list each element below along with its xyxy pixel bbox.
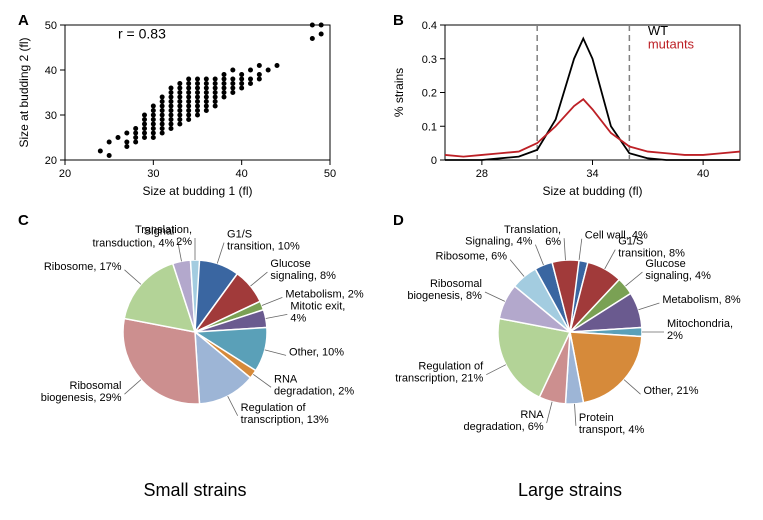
svg-text:20: 20 (45, 155, 57, 167)
svg-text:% strains: % strains (392, 68, 406, 117)
svg-text:RNAdegradation, 2%: RNAdegradation, 2% (274, 373, 354, 397)
svg-text:40: 40 (45, 65, 57, 77)
svg-text:Size at budding (fl): Size at budding (fl) (542, 184, 642, 198)
svg-text:Proteintransport, 4%: Proteintransport, 4% (579, 412, 645, 436)
svg-text:Ribosome, 17%: Ribosome, 17% (44, 261, 122, 273)
svg-text:Ribosomalbiogenesis, 29%: Ribosomalbiogenesis, 29% (41, 380, 122, 404)
svg-text:20: 20 (59, 168, 71, 180)
svg-text:G1/Stransition, 10%: G1/Stransition, 10% (227, 229, 300, 253)
pie-chart-large: Cell wall, 4%G1/Stransition, 8%Glucosesi… (385, 210, 755, 470)
svg-text:0: 0 (431, 155, 437, 167)
svg-text:50: 50 (45, 20, 57, 32)
svg-text:RNAdegradation, 6%: RNAdegradation, 6% (463, 409, 544, 433)
svg-text:Ribosomalbiogenesis, 8%: Ribosomalbiogenesis, 8% (407, 278, 482, 302)
line-chart: 28 34 40 0 0.1 0.2 0.3 0.4 Size at budding (fl)%… (385, 10, 755, 200)
svg-text:G1/Stransition, 8%: G1/Stransition, 8% (618, 236, 685, 260)
svg-text:Ribosome, 6%: Ribosome, 6% (436, 251, 508, 263)
svg-text:0.1: 0.1 (422, 121, 437, 133)
svg-text:30: 30 (147, 168, 159, 180)
pie-chart-small: G1/Stransition, 10% Glucosesignaling, 8% M… (10, 210, 380, 470)
figure: A 20 30 40 50 20 30 40 50 Size at budding 1 (fl)… (10, 10, 753, 506)
svg-text:Glucosesignaling, 8%: Glucosesignaling, 8% (270, 258, 336, 282)
panel-b: B 28 34 40 0 0.1 0.2 0.3 0.4 Size at budding (fl… (385, 10, 755, 205)
svg-text:Metabolism, 2%: Metabolism, 2% (285, 288, 363, 300)
svg-text:Other, 10%: Other, 10% (289, 346, 344, 358)
svg-text:r = 0.83: r = 0.83 (118, 26, 166, 42)
svg-text:Mitotic exit,4%: Mitotic exit,4% (290, 300, 345, 324)
panel-c: C G1/Stransition, 10% Glucosesignaling, 8… (10, 210, 380, 501)
svg-text:30: 30 (45, 110, 57, 122)
svg-text:0.3: 0.3 (422, 54, 437, 66)
svg-text:Regulation oftranscription, 21: Regulation oftranscription, 21% (395, 361, 484, 385)
panel-d-label: D (393, 212, 404, 229)
svg-text:Size at budding 1 (fl): Size at budding 1 (fl) (142, 184, 252, 198)
panel-d: D Cell wall, 4%G1/Stransition, 8%Glucose… (385, 210, 755, 501)
svg-text:Metabolism, 8%: Metabolism, 8% (662, 294, 740, 306)
svg-text:Regulation oftranscription, 13: Regulation oftranscription, 13% (241, 402, 329, 426)
panel-c-label: C (18, 212, 29, 229)
svg-text:Size at budding 2 (fl): Size at budding 2 (fl) (17, 37, 31, 147)
panel-a-label: A (18, 12, 29, 29)
svg-text:40: 40 (236, 168, 248, 180)
svg-text:28: 28 (476, 168, 488, 180)
svg-text:50: 50 (324, 168, 336, 180)
svg-text:Glucosesignaling, 4%: Glucosesignaling, 4% (645, 258, 711, 282)
svg-text:mutants: mutants (648, 37, 695, 52)
panel-c-title: Small strains (10, 480, 380, 501)
svg-text:Signaling, 4%: Signaling, 4% (465, 236, 532, 248)
scatter-chart: 20 30 40 50 20 30 40 50 Size at budding 1 (fl) Si… (10, 10, 340, 200)
panel-b-label: B (393, 12, 404, 29)
svg-text:0.2: 0.2 (422, 88, 437, 100)
panel-d-title: Large strains (385, 480, 755, 501)
svg-text:34: 34 (586, 168, 598, 180)
svg-text:Mitochondria,2%: Mitochondria,2% (667, 318, 733, 342)
panel-a: A 20 30 40 50 20 30 40 50 Size at budding 1 (fl)… (10, 10, 380, 205)
svg-text:Other, 21%: Other, 21% (644, 385, 699, 397)
svg-text:40: 40 (697, 168, 709, 180)
svg-text:0.4: 0.4 (422, 20, 437, 32)
